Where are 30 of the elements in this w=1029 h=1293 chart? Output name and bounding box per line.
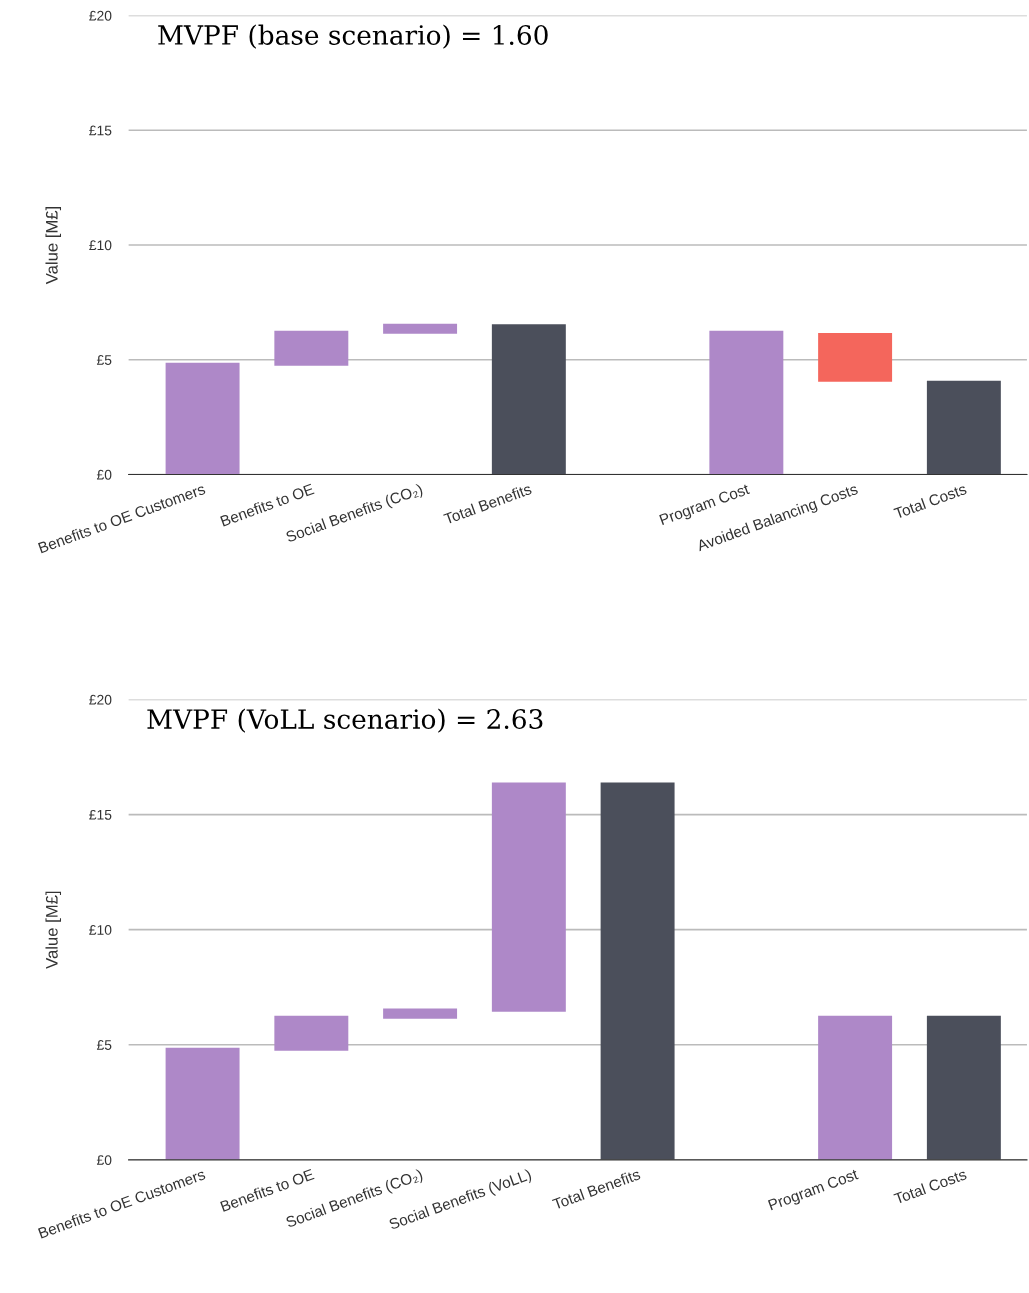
bar xyxy=(274,1015,349,1051)
y-tick-label: £5 xyxy=(96,1040,112,1050)
x-tick-label: Total Costs xyxy=(893,1168,968,1205)
bar xyxy=(274,330,349,366)
bar xyxy=(165,1047,240,1160)
y-axis-title: Value [M£] xyxy=(45,206,62,285)
chart-title: MVPF (base scenario) = 1.60 xyxy=(158,24,548,49)
bar xyxy=(165,362,240,475)
bar xyxy=(818,332,893,382)
bar xyxy=(926,380,1001,475)
bar xyxy=(383,1008,458,1019)
bar xyxy=(383,323,458,334)
y-tick-label: £20 xyxy=(89,694,112,705)
y-tick-label: £0 xyxy=(96,1155,112,1165)
bar xyxy=(491,324,566,475)
chart-title: MVPF (VoLL scenario) = 2.63 xyxy=(147,708,543,733)
y-tick-label: £15 xyxy=(89,125,112,136)
y-tick-label: £10 xyxy=(89,240,112,251)
y-axis-title: Value [M£] xyxy=(45,891,62,969)
y-tick-label: £5 xyxy=(96,355,112,365)
y-tick-label: £15 xyxy=(89,809,112,820)
bar xyxy=(818,1015,893,1160)
bar xyxy=(926,1015,1001,1160)
bar xyxy=(491,782,566,1012)
bar xyxy=(600,782,675,1160)
y-tick-label: £20 xyxy=(89,10,112,21)
y-tick-label: £0 xyxy=(96,469,112,480)
y-tick-label: £10 xyxy=(89,925,112,935)
bar xyxy=(709,330,784,475)
x-tick-label: Total Costs xyxy=(893,483,968,520)
